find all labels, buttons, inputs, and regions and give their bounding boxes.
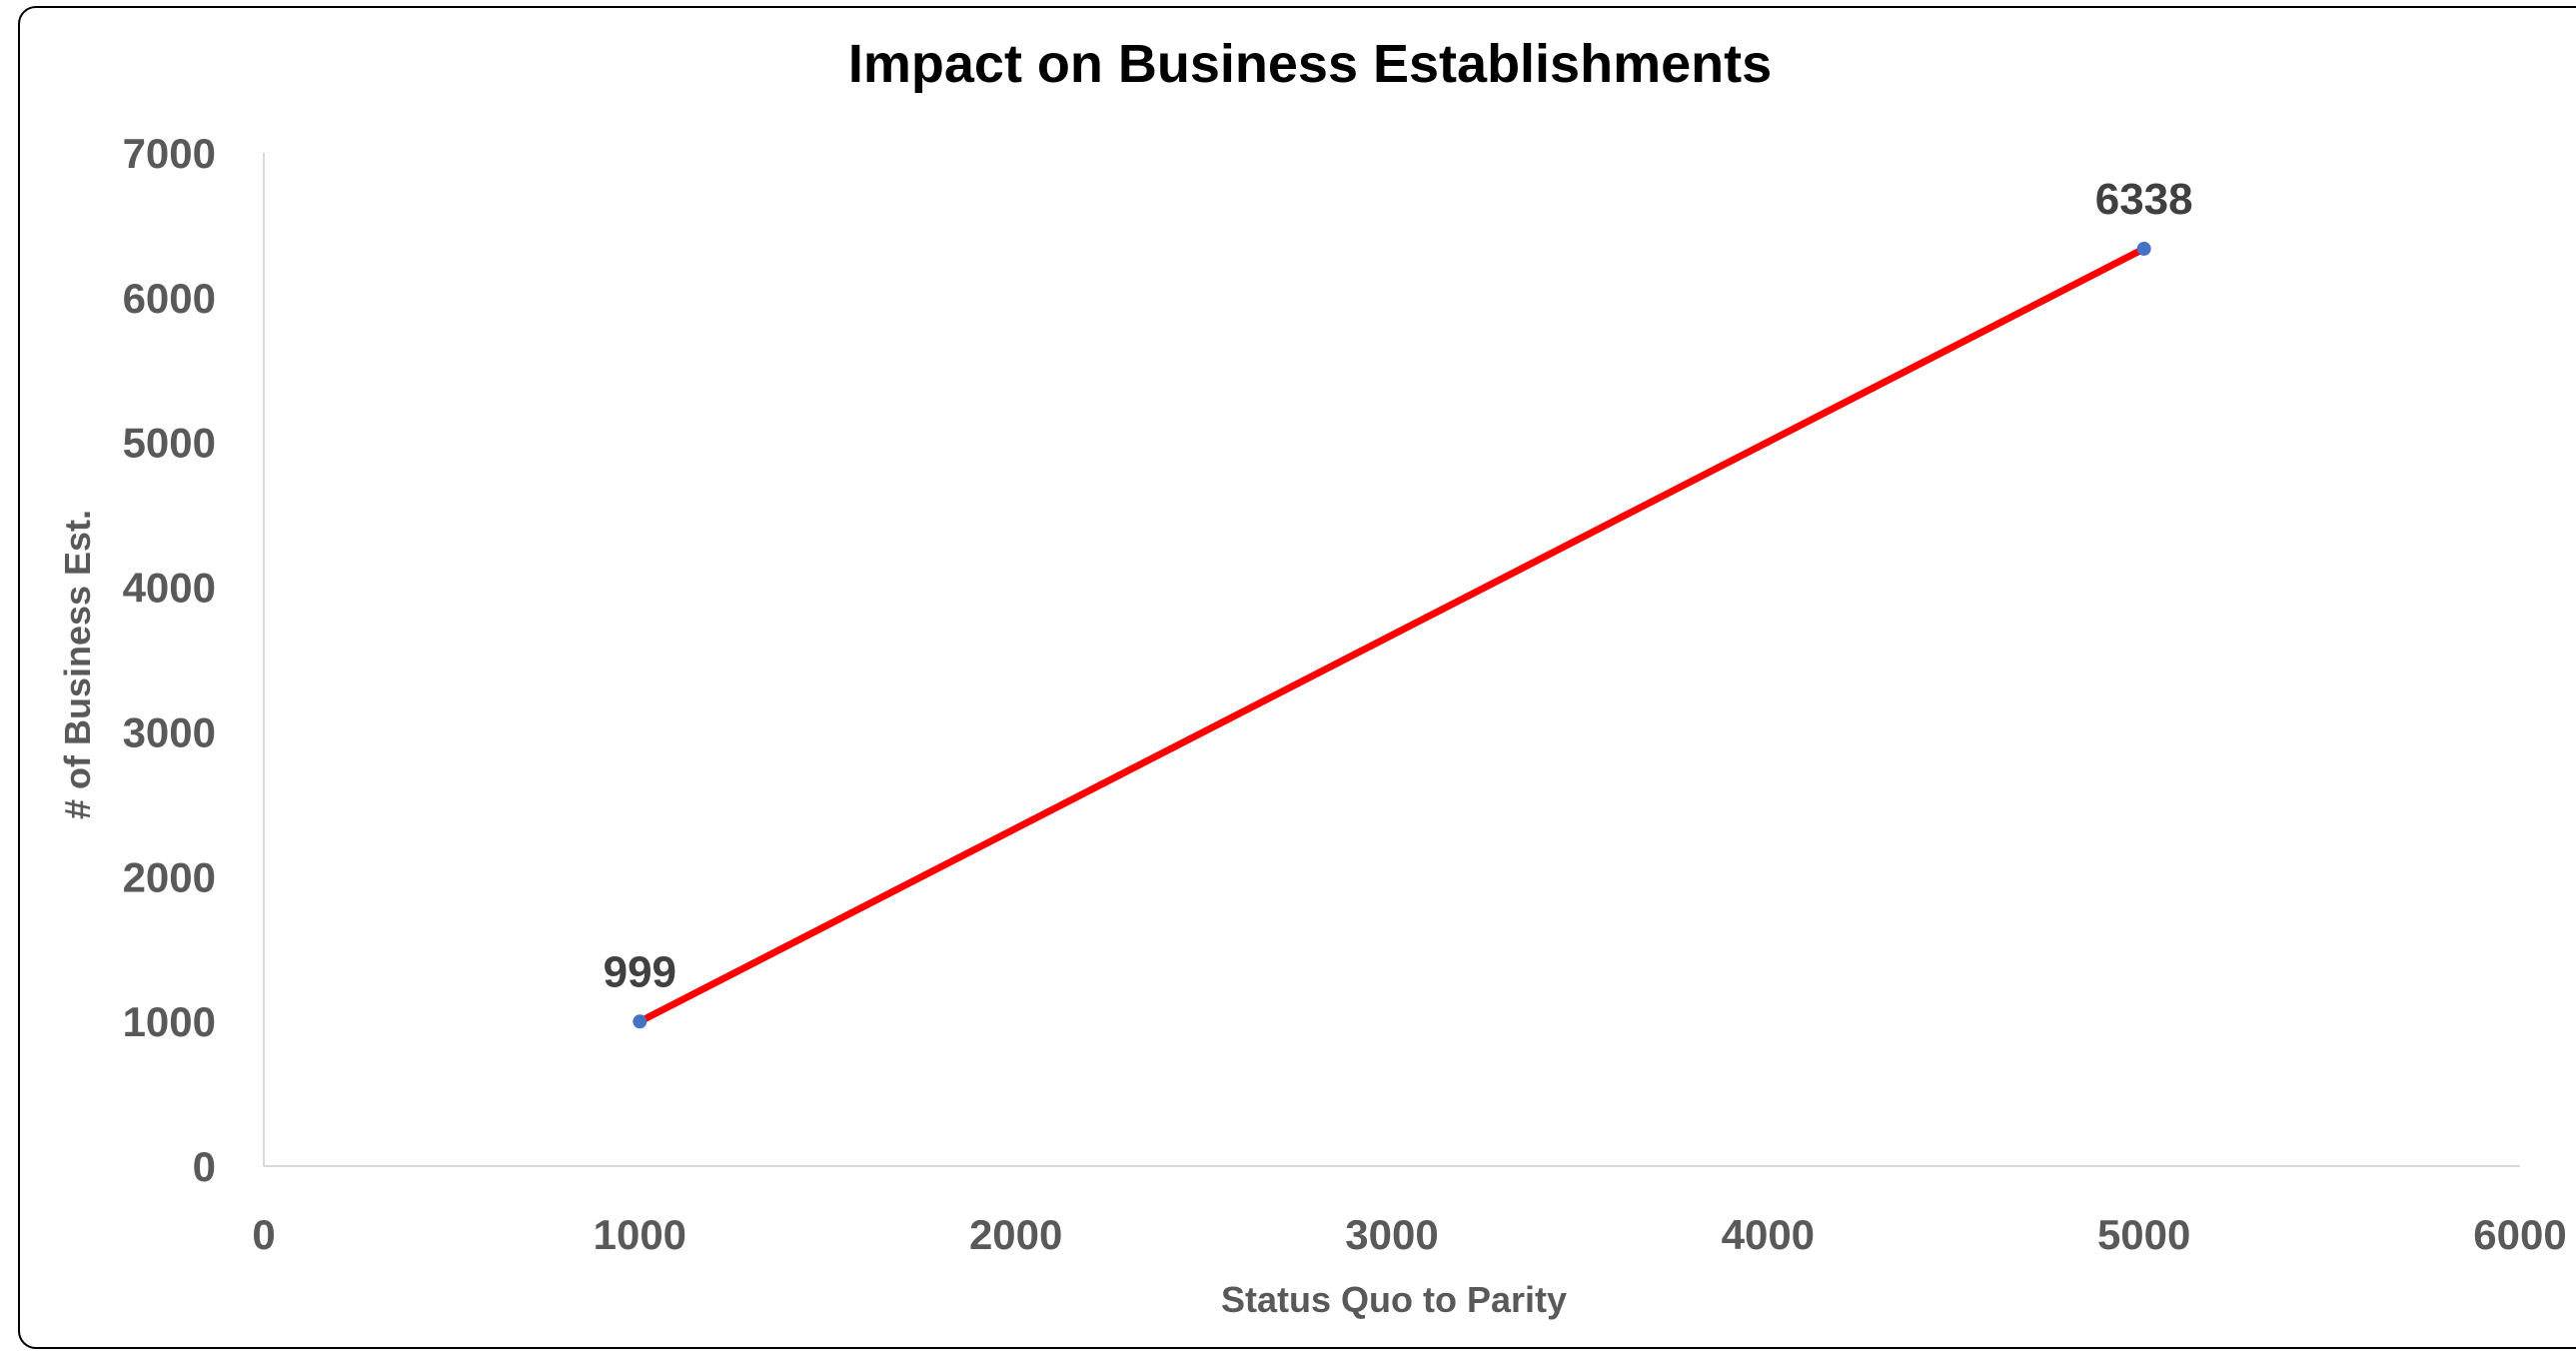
y-tick-labels: 0 1000 2000 3000 4000 5000 6000 7000	[123, 130, 216, 1190]
data-label: 6338	[2095, 175, 2193, 224]
series-points	[633, 241, 2151, 1029]
y-tick-label: 4000	[123, 565, 216, 612]
y-tick-label: 0	[193, 1143, 216, 1190]
x-tick-labels: 0 1000 2000 3000 4000 5000 6000	[252, 1211, 2566, 1258]
x-tick-label: 5000	[2097, 1211, 2190, 1258]
data-point	[633, 1014, 647, 1029]
y-tick-label: 3000	[123, 708, 216, 755]
data-labels: 999 6338	[604, 175, 2193, 996]
data-point	[2136, 241, 2151, 256]
series-line	[636, 245, 2148, 1025]
x-tick-label: 6000	[2473, 1211, 2566, 1258]
data-label: 999	[604, 947, 676, 996]
y-tick-label: 7000	[123, 130, 216, 177]
y-tick-label: 1000	[123, 998, 216, 1045]
y-tick-label: 2000	[123, 853, 216, 900]
x-tick-label: 2000	[969, 1211, 1062, 1258]
x-tick-label: 0	[252, 1211, 275, 1258]
y-tick-label: 6000	[123, 275, 216, 322]
y-tick-label: 5000	[123, 420, 216, 467]
y-axis-title: # of Business Est.	[57, 510, 98, 819]
x-tick-label: 3000	[1345, 1211, 1438, 1258]
chart-frame	[18, 6, 2576, 1349]
series-lines	[636, 245, 2148, 1025]
x-tick-label: 1000	[594, 1211, 686, 1258]
x-axis-title: Status Quo to Parity	[1221, 1279, 1567, 1320]
x-tick-label: 4000	[1722, 1211, 1815, 1258]
chart-title: Impact on Business Establishments	[848, 34, 1772, 94]
